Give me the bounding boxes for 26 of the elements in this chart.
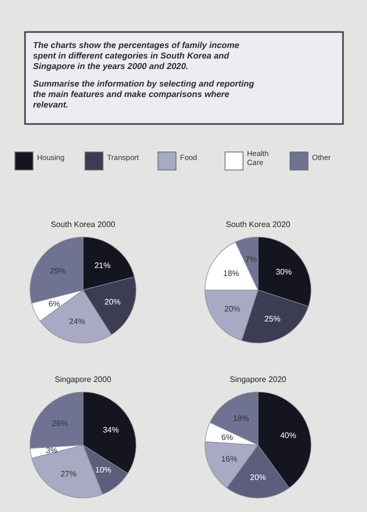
- data-label: 34%: [102, 426, 119, 435]
- chart-title: Singapore 2020: [230, 375, 287, 384]
- data-label: 40%: [280, 431, 296, 440]
- data-label: 3%: [46, 446, 58, 455]
- data-label: 20%: [224, 304, 240, 314]
- data-label: 6%: [48, 300, 60, 309]
- text: Summarise the information by selecting and reporting the main features and make comparisons where relevant.: [33, 78, 255, 110]
- text: South Korea 2000: [50, 220, 116, 229]
- data-label: 26%: [52, 419, 68, 428]
- data-label: 21%: [94, 260, 110, 270]
- data-label: 10%: [95, 466, 112, 474]
- data-label: 20%: [104, 298, 121, 307]
- data-label: 16%: [221, 454, 238, 464]
- data-label: 18%: [232, 414, 249, 424]
- chart-title: South Korea 2020: [226, 220, 291, 229]
- data-label: 18%: [223, 268, 240, 278]
- data-label: 24%: [69, 317, 86, 326]
- data-label: 6%: [221, 433, 233, 442]
- data-label: 29%: [50, 266, 66, 276]
- text: The charts show the percentages of family income spent in different categories in South Korea and Singapore in the years 2000 and 2020.: [33, 40, 240, 71]
- data-label: 7%: [245, 254, 257, 264]
- data-label: 25%: [264, 314, 280, 324]
- data-label: 27%: [60, 469, 77, 478]
- data-label: 20%: [250, 472, 266, 482]
- chart-title: Singapore 2000: [54, 375, 112, 384]
- data-label: 30%: [276, 267, 292, 276]
